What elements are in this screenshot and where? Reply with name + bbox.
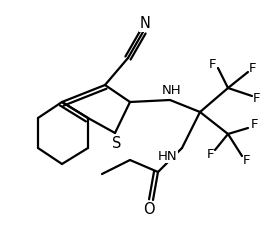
Text: F: F (209, 59, 217, 72)
Text: F: F (253, 92, 261, 106)
Text: F: F (251, 119, 259, 132)
Text: NH: NH (162, 83, 182, 96)
Text: O: O (143, 202, 155, 217)
Text: F: F (206, 149, 214, 162)
Text: HN: HN (158, 150, 178, 163)
Text: S: S (112, 137, 122, 152)
Text: F: F (249, 62, 257, 76)
Text: N: N (139, 16, 150, 31)
Text: F: F (243, 154, 251, 168)
